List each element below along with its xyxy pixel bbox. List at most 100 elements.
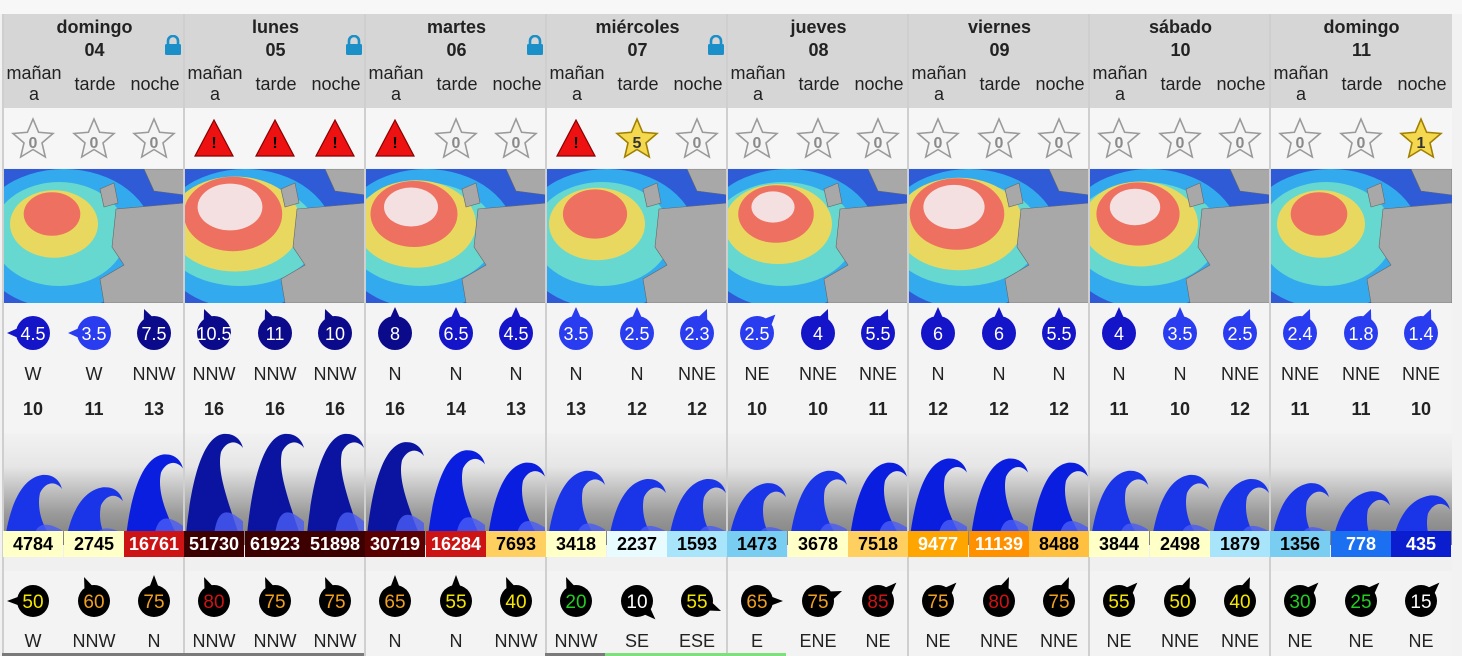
wave-energy: 61923	[245, 531, 305, 557]
swell-direction-icon: 75	[259, 576, 291, 617]
wave-map-thumbnail[interactable]	[1271, 169, 1452, 303]
rating-star-icon: 0	[1339, 116, 1383, 159]
swell-score: 75	[1048, 592, 1069, 613]
rating-star-icon: 0	[11, 116, 55, 159]
time-slot-label: mañan a	[6, 63, 62, 104]
time-slot-label: mañan a	[187, 63, 243, 104]
warning-icon: !	[375, 118, 415, 157]
wave-energy: 16284	[426, 531, 486, 557]
wind-speed: 1.8	[1348, 324, 1373, 344]
rating-value: 0	[934, 135, 943, 152]
lock-icon[interactable]	[526, 35, 544, 55]
time-slot-label: mañan a	[911, 63, 967, 104]
swell-direction-icon: 30	[1284, 582, 1319, 617]
wave-energy: 51730	[184, 531, 244, 557]
rating-star-icon: 0	[1158, 116, 1202, 159]
wave-energy: 51898	[305, 531, 365, 557]
swell-score: 80	[988, 592, 1009, 613]
swell-direction: NE	[1287, 631, 1313, 651]
swell-direction-icon: 55	[440, 575, 472, 617]
swell-direction: ESE	[678, 631, 716, 651]
wave-energy: 2745	[64, 531, 124, 557]
swell-score: 30	[1289, 592, 1310, 613]
wind-arrow-icon: 3.5	[68, 316, 111, 350]
swell-direction-icon: 75	[1043, 576, 1075, 617]
wind-arrow-icon: 2.5	[620, 307, 654, 350]
wave-height-icon	[909, 458, 967, 546]
swell-direction: W	[24, 631, 42, 651]
wind-speed: 3.5	[81, 324, 106, 344]
day-number: 08	[808, 40, 829, 60]
time-slot-label: noche	[492, 74, 542, 94]
wind-arrow-icon: 5.5	[1042, 307, 1076, 350]
swell-direction: NNW	[253, 631, 297, 651]
wave-height-icon	[366, 442, 424, 546]
swell-score: 50	[1169, 592, 1190, 613]
swell-direction-icon: 20	[560, 576, 592, 617]
wind-direction: NNE	[1341, 364, 1380, 384]
rating-value: !	[573, 135, 578, 152]
swell-score: 20	[565, 592, 586, 613]
rating-star-icon: 5	[615, 116, 659, 159]
swell-direction-icon: 75	[319, 576, 351, 617]
rating-value: 0	[1176, 135, 1185, 152]
wave-period: 10	[22, 399, 44, 419]
wave-energy: 2498	[1150, 531, 1210, 557]
lock-icon[interactable]	[707, 35, 725, 55]
swell-direction: NE	[1348, 631, 1374, 651]
wave-height-icon	[1211, 479, 1269, 546]
lock-icon[interactable]	[345, 35, 363, 55]
swell-score: 75	[324, 592, 345, 613]
rating-star-icon: 0	[1037, 116, 1081, 159]
wave-map-thumbnail[interactable]	[909, 169, 1090, 303]
wind-arrow-icon: 4	[801, 308, 835, 350]
swell-direction: NE	[1106, 631, 1132, 651]
swell-direction-icon: 65	[741, 585, 783, 617]
wind-speed: 11	[266, 324, 285, 344]
swell-score: 85	[867, 592, 888, 613]
time-slot-label: mañan a	[368, 63, 424, 104]
swell-direction-icon: 25	[1345, 582, 1380, 617]
wind-direction: NNE	[1280, 364, 1319, 384]
swell-direction: NE	[865, 631, 891, 651]
swell-direction-icon: 55	[1103, 582, 1138, 617]
time-slot-label: noche	[854, 74, 904, 94]
swell-score: 75	[264, 592, 285, 613]
time-slot-label: noche	[1035, 74, 1085, 94]
wave-period: 16	[203, 399, 225, 419]
wave-map-thumbnail[interactable]	[1090, 169, 1271, 303]
rating-value: 5	[633, 135, 642, 152]
wave-energy: 16761	[124, 531, 184, 557]
warning-icon: !	[255, 118, 295, 157]
wave-map-thumbnail[interactable]	[4, 169, 185, 303]
wind-direction: NNW	[192, 364, 236, 384]
wave-period: 11	[84, 399, 104, 419]
day-number: 05	[265, 40, 286, 60]
wave-period: 11	[868, 399, 888, 419]
wave-map-thumbnail[interactable]	[547, 169, 728, 303]
rating-star-icon: 0	[735, 116, 779, 159]
wave-height-icon	[547, 470, 605, 546]
wind-direction: NNW	[132, 364, 176, 384]
wind-direction: N	[1112, 364, 1126, 384]
wind-speed: 3.5	[563, 324, 588, 344]
wind-speed: 5.5	[1046, 324, 1071, 344]
day-name: domingo	[56, 17, 133, 37]
swell-score: 75	[927, 592, 948, 613]
swell-direction-icon: 75	[802, 585, 843, 617]
wind-arrow-icon: 2.4	[1283, 308, 1317, 350]
wind-direction: N	[449, 364, 463, 384]
swell-score: 55	[445, 592, 466, 613]
day-name: sábado	[1148, 17, 1213, 37]
rating-value: 0	[1055, 135, 1064, 152]
time-slot-label: noche	[673, 74, 723, 94]
wave-map-thumbnail[interactable]	[366, 169, 547, 303]
wind-arrow-icon: 6	[921, 307, 955, 350]
wind-direction: W	[85, 364, 103, 384]
wave-period: 10	[1410, 399, 1432, 419]
lock-icon[interactable]	[164, 35, 182, 55]
wave-map-thumbnail[interactable]	[185, 169, 366, 303]
wave-map-thumbnail[interactable]	[728, 169, 909, 303]
swell-score: 60	[83, 592, 104, 613]
wind-arrow-icon: 11	[258, 308, 292, 350]
